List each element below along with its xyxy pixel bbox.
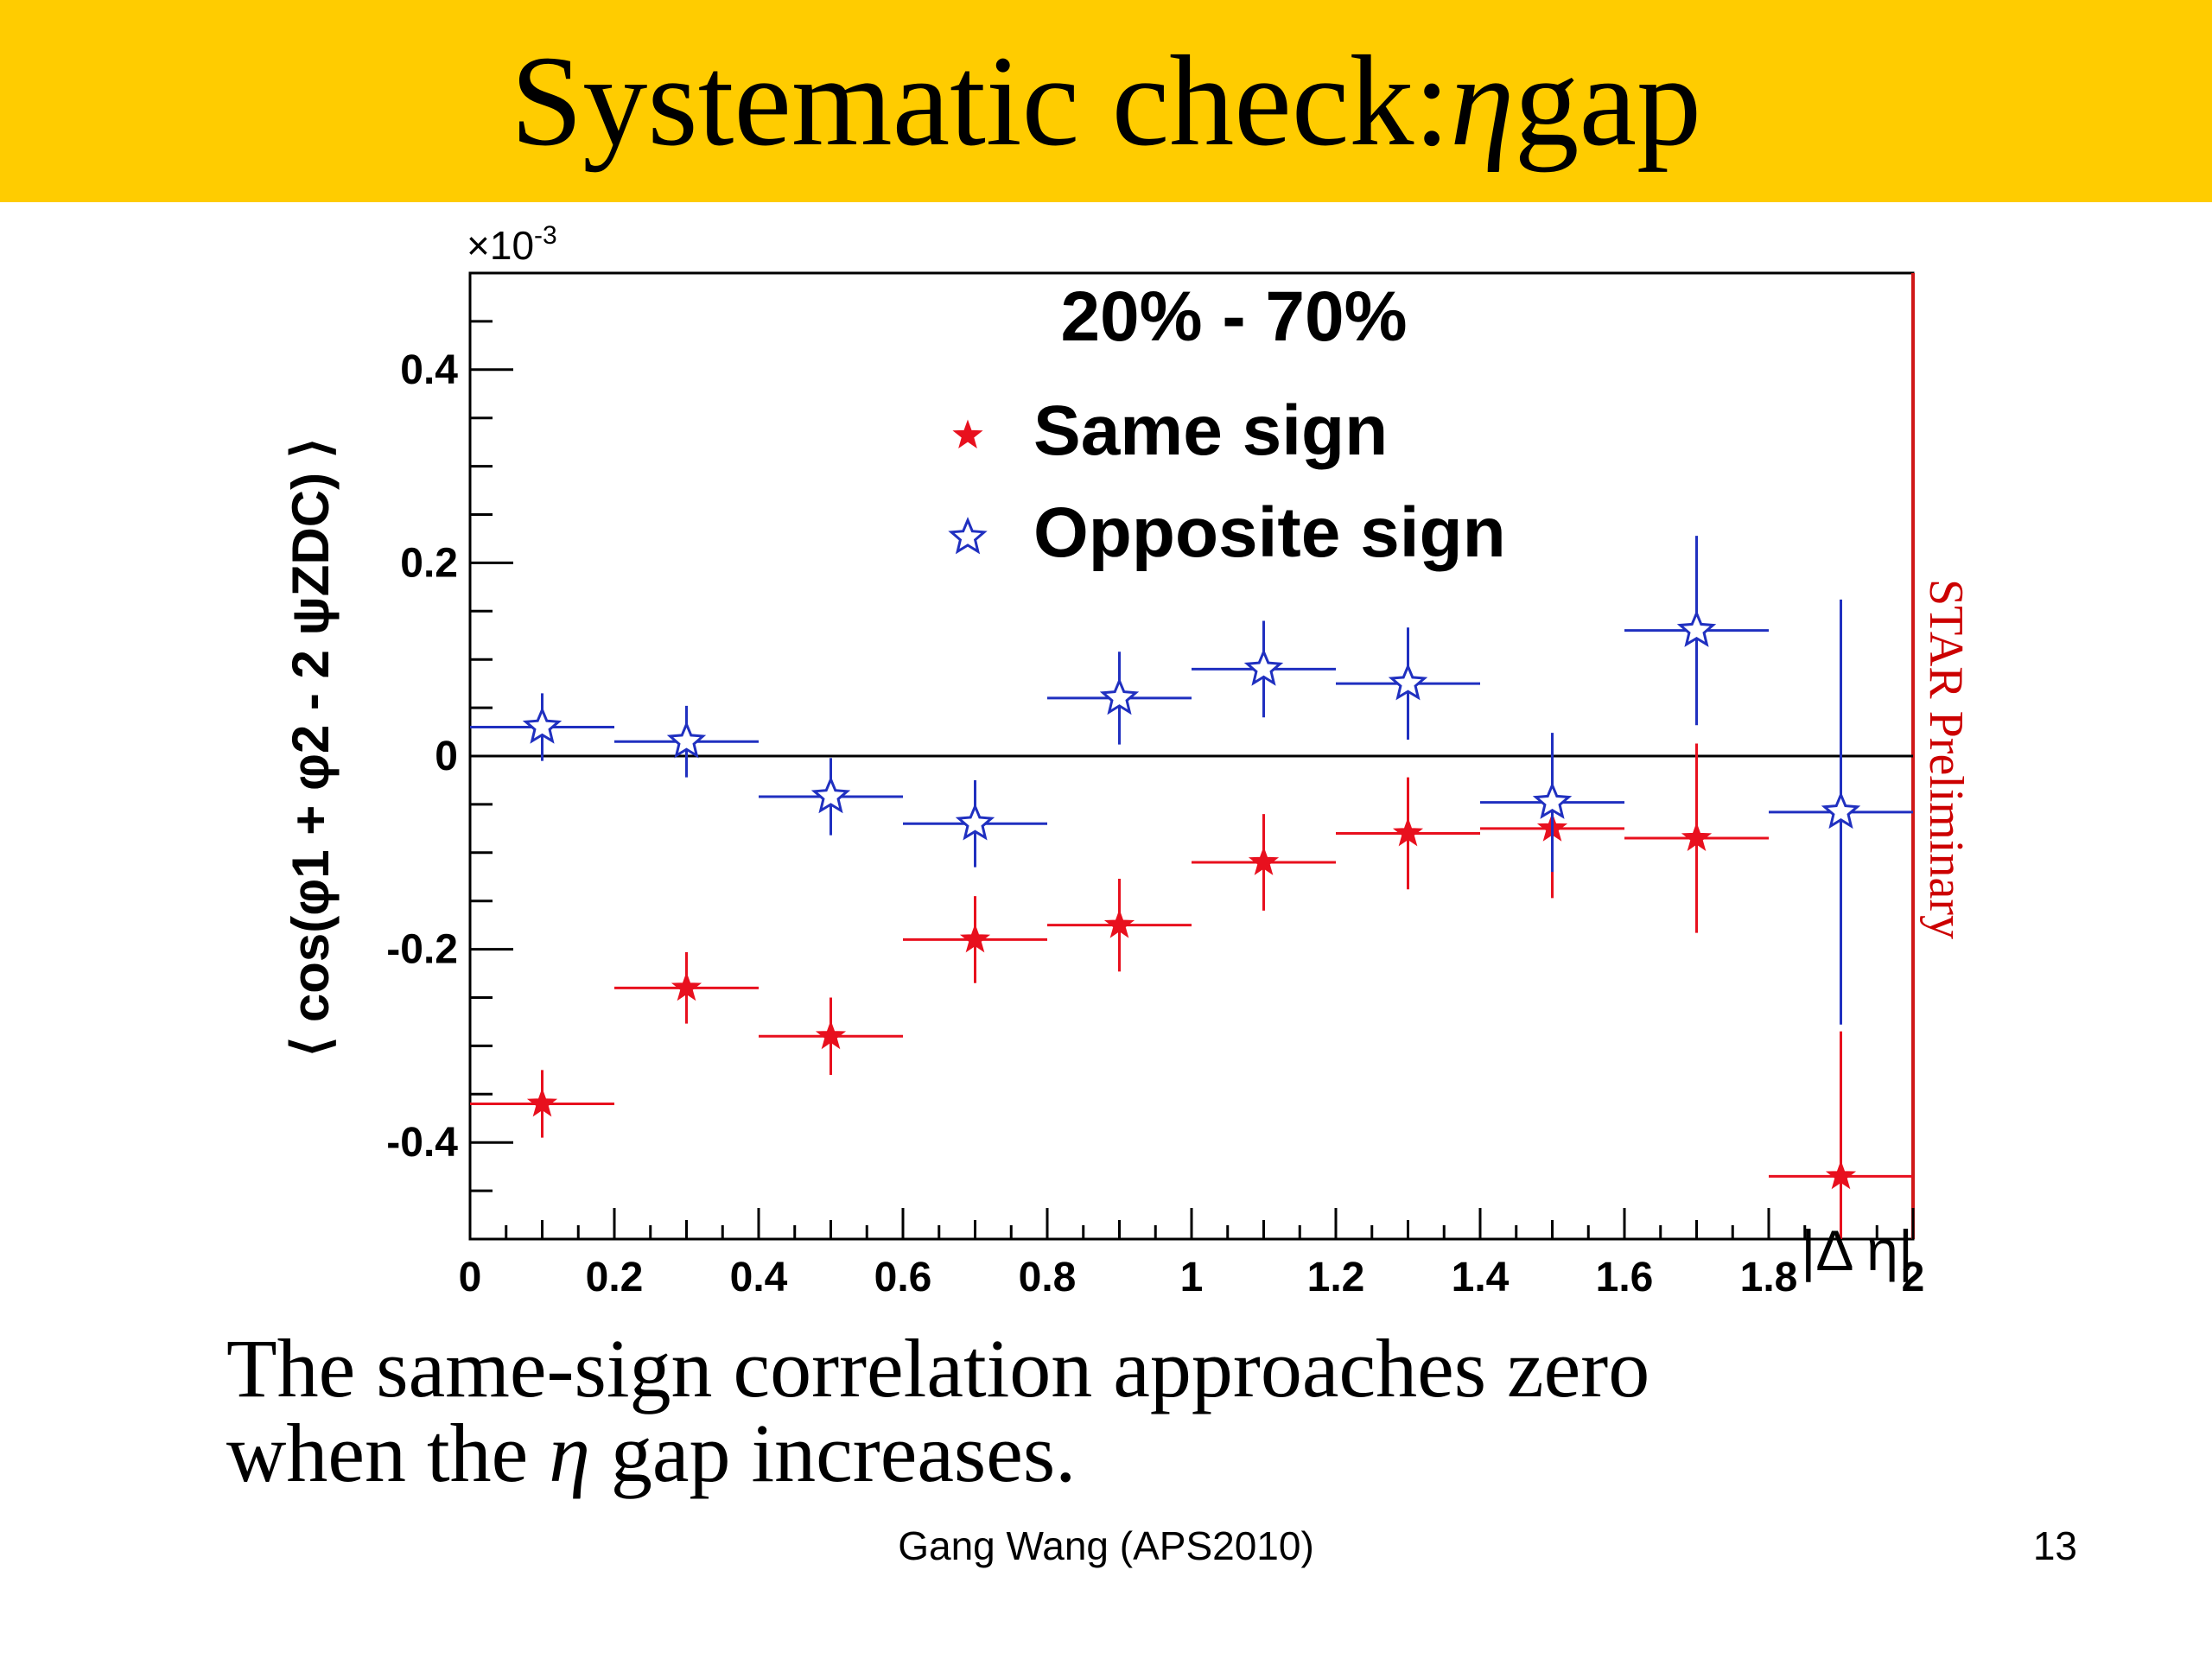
same-sign-point: [959, 923, 991, 953]
opposite-sign-point: [1243, 648, 1284, 686]
x-tick-label: 1.4: [1452, 1255, 1510, 1300]
y-axis-label: ⟨ cos(φ1 + φ2 - 2 ψZDC) ⟩: [282, 438, 340, 1057]
x-axis-label: |Δ η|: [1801, 1218, 1913, 1282]
same-sign-point: [815, 1020, 847, 1050]
opposite-sign-point: [1388, 663, 1428, 701]
caption-line-2-suffix: gap increases.: [589, 1407, 1077, 1499]
caption-line-2: when the η gap increases.: [226, 1411, 1868, 1496]
y-tick-label: 0.4: [400, 347, 458, 393]
page-number: 13: [2032, 1523, 2077, 1568]
x-tick-label: 1.8: [1740, 1255, 1798, 1300]
caption: The same-sign correlation approaches zer…: [226, 1326, 1868, 1496]
chart-title: 20% - 70%: [1060, 277, 1407, 356]
same-sign-point: [1103, 909, 1135, 938]
legend-label-same-sign: Same sign: [1033, 391, 1388, 470]
chart-labels: 0 0.2 0.4 0.6 0.8 1 1.2 1.4 1.6 1.8 2 -0.4 -0.2 0 0.2 0…: [282, 221, 1973, 1300]
title-bar: [0, 0, 2212, 202]
x-tick-label: 0.8: [1019, 1255, 1077, 1300]
x-tick-label: 1.6: [1596, 1255, 1654, 1300]
x-tick-label: 1.2: [1307, 1255, 1365, 1300]
same-sign-point: [1825, 1160, 1857, 1190]
same-sign-point: [1681, 822, 1713, 851]
same-sign-point: [671, 971, 702, 1001]
same-sign-point: [1392, 817, 1424, 847]
slide-title: Systematic check: η gap: [0, 0, 2212, 202]
caption-line-2-prefix: when the: [226, 1407, 550, 1499]
opposite-sign-point: [666, 721, 707, 759]
opposite-sign-point: [1821, 791, 1861, 830]
x-tick-label: 0: [459, 1255, 482, 1300]
caption-line-1: The same-sign correlation approaches zer…: [226, 1322, 1650, 1414]
x-tick-label: 2: [1902, 1255, 1925, 1300]
title-suffix: gap: [1514, 29, 1702, 173]
chart: Same sign Opposite sign 0 0.2 0.4 0.6 0.8 1 1.2…: [282, 221, 1973, 1300]
watermark-star-preliminary: STAR Preliminary: [1919, 579, 1973, 939]
x-tick-label: 0.6: [874, 1255, 932, 1300]
opposite-sign-point: [522, 706, 563, 744]
footer-author: Gang Wang (APS2010): [898, 1523, 1314, 1568]
title-prefix: Systematic check:: [510, 29, 1451, 173]
series-opposite-sign: [470, 536, 1913, 1025]
caption-eta-symbol: η: [549, 1407, 590, 1499]
legend-label-opposite-sign: Opposite sign: [1033, 493, 1506, 572]
legend-marker-same-sign: [952, 419, 983, 448]
x-tick-label: 0.2: [586, 1255, 644, 1300]
y-tick-label: -0.4: [386, 1120, 458, 1166]
opposite-sign-point: [1532, 781, 1573, 819]
opposite-sign-point: [1676, 609, 1717, 647]
opposite-sign-point: [955, 803, 995, 841]
plot-layer: [468, 271, 1915, 1241]
x-tick-label: 0.4: [730, 1255, 788, 1300]
legend-marker-opposite-sign: [948, 517, 988, 555]
opposite-sign-point: [1099, 677, 1140, 715]
series-same-sign: [470, 743, 1913, 1239]
y-multiplier-exponent: -3: [534, 221, 557, 250]
same-sign-point: [1248, 846, 1280, 875]
legend: Same sign Opposite sign: [948, 391, 1506, 572]
y-multiplier-label: ×10-3: [467, 221, 557, 268]
y-tick-label: 0.2: [400, 540, 458, 586]
opposite-sign-point: [810, 776, 851, 814]
title-eta-symbol: η: [1450, 29, 1515, 173]
same-sign-point: [526, 1088, 558, 1117]
y-tick-label: 0: [435, 734, 458, 779]
y-multiplier-base: ×10: [467, 223, 534, 268]
y-tick-label: -0.2: [386, 927, 458, 973]
x-tick-label: 1: [1180, 1255, 1204, 1300]
